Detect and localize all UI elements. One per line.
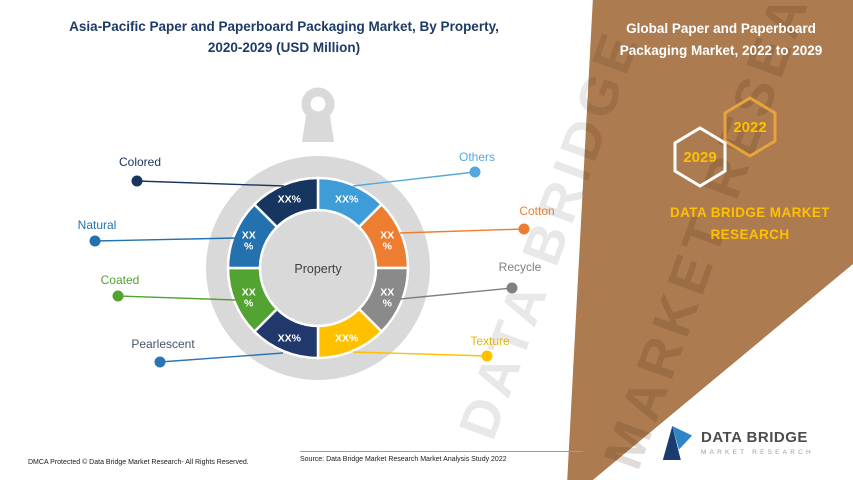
callout-dot-pearlescent (154, 356, 166, 368)
hexagon-2029-outline (673, 126, 727, 188)
brand-line1: DATA BRIDGE MARKET (670, 205, 830, 220)
segment-value-cotton: XX% (380, 229, 394, 252)
callout-line-others (352, 171, 476, 187)
chart-title-line1: Asia-Pacific Paper and Paperboard Packag… (69, 19, 499, 34)
callout-line-pearlescent (159, 352, 284, 363)
donut-segments: XX% XX % XX % XX% XX% XX % XX % XX% (226, 176, 410, 360)
callout-line-texture (352, 351, 488, 357)
callout-dot-recycle (506, 282, 518, 294)
label-colored: Colored (118, 155, 162, 169)
stopwatch-ring-icon (301, 87, 335, 121)
label-cotton: Cotton (519, 204, 555, 218)
callout-dot-colored (131, 175, 143, 187)
label-others: Others (458, 150, 495, 164)
hexagon-2022: 2022 (723, 96, 777, 158)
segment-value-colored: XX% (278, 194, 302, 206)
label-pearlescent: Pearlescent (131, 337, 195, 351)
segment-value-natural: XX% (242, 229, 256, 252)
hexagon-2029-year: 2029 (683, 149, 716, 166)
right-panel-title-line1: Global Paper and Paperboard (626, 21, 816, 36)
segment-colored (252, 176, 320, 229)
callout-line-natural (94, 237, 237, 242)
logo-mark-icon (662, 426, 693, 460)
logo-name: DATA BRIDGE (701, 429, 808, 446)
right-panel-title-line2: Packaging Market, 2022 to 2029 (619, 43, 823, 58)
segment-value-others: XX% (335, 194, 359, 206)
label-coated: Coated (100, 273, 140, 287)
segment-value-texture: XX% (335, 332, 359, 344)
donut-center-label: Property (294, 262, 342, 276)
callout-line-colored (136, 180, 285, 187)
callout-line-recycle (399, 287, 513, 300)
brand-text: DATA BRIDGE MARKET RESEARCH (650, 202, 850, 246)
callout-dot-texture (481, 350, 493, 362)
label-recycle: Recycle (498, 260, 542, 274)
hexagon-2022-year: 2022 (733, 119, 766, 136)
footer-dmca: DMCA Protected © Data Bridge Market Rese… (28, 459, 249, 466)
label-natural: Natural (77, 218, 117, 232)
callout-dot-natural (89, 235, 101, 247)
hexagon-2022-outline (723, 96, 777, 158)
callout-dot-others (469, 166, 481, 178)
callout-dot-cotton (518, 223, 530, 235)
segment-value-recycle: XX% (380, 287, 394, 310)
brand-line2: RESEARCH (710, 227, 790, 242)
segment-value-coated: XX% (242, 287, 256, 310)
chart-title-line2: 2020-2029 (USD Million) (207, 40, 361, 55)
hexagon-2029: 2029 (673, 126, 727, 188)
label-texture: Texture (470, 334, 510, 348)
donut-center (263, 213, 373, 323)
stopwatch-crown-icon (302, 116, 334, 142)
right-panel-title: Global Paper and Paperboard Packaging Ma… (598, 18, 844, 62)
logo-subtitle: MARKET RESEARCH (701, 449, 814, 456)
segment-value-pearlescent: XX% (278, 332, 302, 344)
footer-source: Source: Data Bridge Market Research Mark… (300, 451, 583, 463)
databridge-logo: DATA BRIDGE MARKET RESEARCH (660, 424, 814, 462)
callout-line-cotton (399, 228, 525, 234)
callout-line-coated (117, 295, 237, 301)
callout-dot-coated (112, 290, 124, 302)
chart-title: Asia-Pacific Paper and Paperboard Packag… (38, 16, 530, 58)
